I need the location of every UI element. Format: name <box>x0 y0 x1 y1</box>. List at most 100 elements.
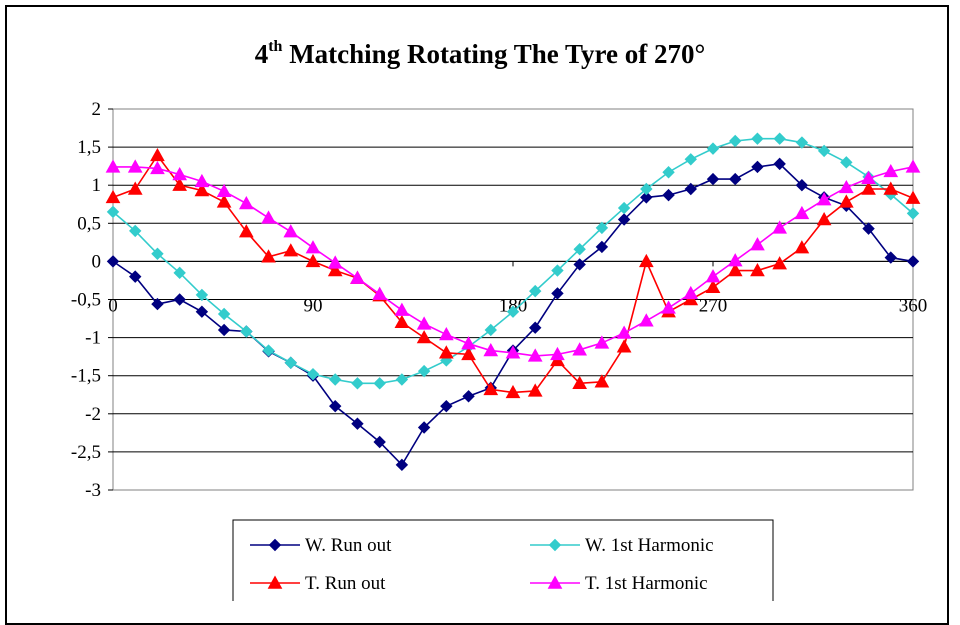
legend-w-1st-harmonic-point <box>548 538 562 552</box>
w-run-out-point <box>573 258 586 271</box>
t-1st-harmonic-point <box>483 343 499 357</box>
w-1st-harmonic-point <box>262 344 275 357</box>
t-1st-harmonic-point <box>461 336 476 350</box>
w-1st-harmonic-point <box>129 224 142 238</box>
t-1st-harmonic-point <box>105 159 121 173</box>
t-run-out-point <box>283 243 299 257</box>
t-run-out-point <box>616 339 632 353</box>
y-tick-label: 0,5 <box>77 213 101 234</box>
y-tick-label: -1 <box>85 328 101 349</box>
w-run-out-point <box>751 160 764 174</box>
w-run-out-point <box>217 323 231 337</box>
legend-label-w-run-out: W. Run out <box>305 535 392 556</box>
x-tick-label: 0 <box>108 295 118 316</box>
y-tick-label: -0,5 <box>71 290 101 311</box>
t-run-out-point <box>461 346 476 361</box>
t-1st-harmonic-point <box>261 210 276 224</box>
w-1st-harmonic-point <box>151 247 164 260</box>
x-tick-label: 90 <box>304 295 323 316</box>
t-1st-harmonic-point <box>194 173 210 188</box>
w-1st-harmonic-point <box>906 207 920 220</box>
w-1st-harmonic-point <box>173 266 186 280</box>
t-1st-harmonic-point <box>127 159 143 173</box>
t-run-out-point <box>727 263 743 277</box>
w-run-out-point <box>640 191 653 204</box>
w-1st-harmonic-point <box>551 264 564 277</box>
t-run-out-point <box>438 345 454 359</box>
w-1st-harmonic-point <box>217 307 231 321</box>
t-1st-harmonic-point <box>905 159 921 173</box>
t-1st-harmonic-point <box>283 224 299 238</box>
w-1st-harmonic-point <box>817 144 831 158</box>
t-1st-harmonic-point <box>305 240 321 254</box>
w-1st-harmonic-point <box>284 356 297 369</box>
w-1st-harmonic-point <box>351 377 364 390</box>
t-run-out-point <box>172 177 188 191</box>
w-run-out-point <box>106 255 120 268</box>
w-run-out-point <box>329 399 342 413</box>
w-run-out-point <box>906 255 920 268</box>
t-run-out-point <box>816 211 832 226</box>
t-run-out-point <box>127 181 143 195</box>
w-1st-harmonic-point <box>684 153 697 166</box>
w-1st-harmonic-point <box>640 182 653 196</box>
legend-label-t-run-out: T. Run out <box>305 573 386 594</box>
t-run-out-point <box>327 263 343 277</box>
t-1st-harmonic-point <box>505 345 521 359</box>
t-1st-harmonic-point <box>616 325 632 339</box>
w-1st-harmonic-point <box>529 284 542 298</box>
t-1st-harmonic-point <box>372 286 388 300</box>
w-1st-harmonic-point <box>306 367 320 381</box>
t-1st-harmonic-point <box>861 170 876 185</box>
w-1st-harmonic-point <box>240 325 253 338</box>
chart-title-superscript: th <box>268 38 283 55</box>
t-1st-harmonic-point <box>883 163 899 178</box>
chart-title: 4th Matching Rotating The Tyre of 270° <box>0 38 960 70</box>
w-run-out-point <box>595 240 609 254</box>
t-run-out-point <box>705 279 721 294</box>
chart-title-rest: Matching Rotating The Tyre of 270° <box>282 39 706 69</box>
chart-title-main: 4 <box>254 39 269 69</box>
t-1st-harmonic-point <box>150 160 165 175</box>
w-1st-harmonic-point <box>617 201 631 215</box>
w-run-out-point <box>884 251 897 264</box>
t-1st-harmonic-point <box>327 255 343 269</box>
w-run-out-point <box>862 222 875 235</box>
w-1st-harmonic-point <box>373 377 386 390</box>
t-run-out-point <box>394 314 410 329</box>
w-run-out-point <box>662 188 675 202</box>
t-1st-harmonic-point <box>527 348 543 362</box>
t-1st-harmonic-point <box>772 220 788 234</box>
w-1st-harmonic-point <box>484 323 497 337</box>
w-run-out-point <box>151 297 164 311</box>
t-run-out-point <box>483 381 499 396</box>
t-1st-harmonic-point <box>238 195 254 210</box>
t-1st-harmonic-point <box>350 270 365 284</box>
t-run-out-point <box>150 147 165 162</box>
t-1st-harmonic-point <box>750 237 765 251</box>
w-1st-harmonic-point <box>706 142 720 155</box>
w-run-out-point <box>529 321 542 334</box>
w-1st-harmonic-point <box>795 136 809 149</box>
w-run-out-point <box>395 458 409 472</box>
w-run-out-point <box>684 182 697 196</box>
t-run-out-point <box>305 253 321 268</box>
t-run-out-point <box>105 189 121 204</box>
t-run-out-point <box>883 181 899 195</box>
y-tick-label: 1,5 <box>77 137 101 158</box>
legend-box <box>232 519 774 601</box>
w-run-out-point <box>462 390 475 403</box>
w-1st-harmonic-point <box>573 243 586 256</box>
t-run-out-point <box>216 194 232 208</box>
w-1st-harmonic-point <box>506 305 520 318</box>
w-run-out-point <box>129 270 142 283</box>
w-run-out-point <box>351 417 364 430</box>
w-1st-harmonic-point <box>329 373 342 386</box>
y-tick-label: 0 <box>92 251 102 272</box>
t-1st-harmonic-point <box>705 269 721 283</box>
t-run-out-point <box>638 253 654 268</box>
t-1st-harmonic-point <box>394 302 410 316</box>
t-1st-harmonic-point <box>683 285 699 300</box>
w-run-out-point <box>773 157 786 171</box>
t-1st-harmonic-point <box>438 327 454 341</box>
